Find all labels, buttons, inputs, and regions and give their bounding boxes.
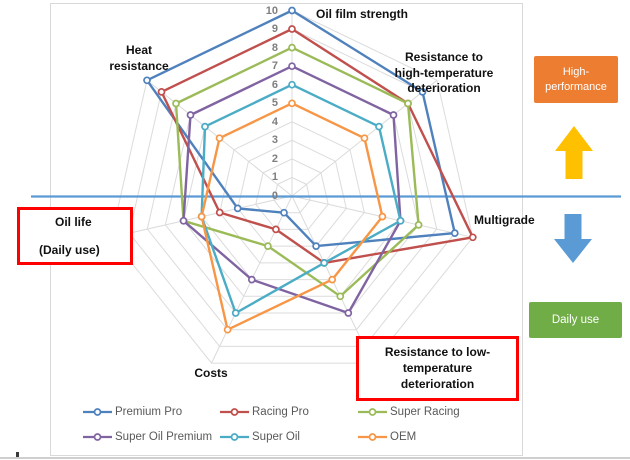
legend-label: Super Oil: [252, 431, 300, 443]
grid-ring: [237, 139, 347, 247]
legend-label: Premium Pro: [115, 406, 183, 418]
series-premium-pro: [145, 9, 456, 248]
series-super-racing: [174, 46, 420, 298]
data-point-oem: [378, 212, 387, 221]
data-point-super-oil: [231, 309, 240, 317]
chart-legend: Premium Pro Racing Pro Super Racing Super O…: [83, 402, 523, 454]
data-point-super-oil-premium: [389, 111, 398, 119]
data-point-racing-pro: [272, 225, 280, 234]
data-point-premium-pro: [280, 208, 288, 217]
data-point-super-oil-premium: [344, 309, 353, 317]
data-point-super-oil: [288, 80, 296, 89]
series-racing-pro: [160, 27, 474, 265]
data-point-super-racing: [288, 43, 296, 52]
axis-label-heat-resistance: Heat resistance: [109, 43, 169, 73]
series-super-oil: [200, 83, 402, 315]
data-point-oem: [360, 134, 369, 143]
callout-oil-life-subtitle: (Daily use): [39, 243, 100, 257]
data-point-premium-pro: [288, 6, 296, 15]
legend-item-oem: OEM: [358, 427, 416, 447]
legend-label: OEM: [390, 431, 417, 443]
axis-label-oil-film-strength: Oil film strength: [316, 7, 409, 21]
legend-item-super-oil: Super Oil: [220, 427, 300, 447]
data-point-super-racing: [404, 99, 412, 108]
tick-label-3: 3: [271, 134, 278, 147]
data-point-racing-pro: [157, 88, 166, 96]
data-point-super-oil-premium: [179, 216, 188, 225]
tick-label-9: 9: [271, 23, 278, 36]
tick-label-2: 2: [271, 152, 278, 165]
axis-label-costs: Costs: [194, 366, 228, 380]
data-point-oem: [223, 325, 232, 334]
tick-label-0: 0: [271, 190, 278, 202]
grid-ring: [273, 176, 311, 214]
callout-oil-life: Oil life (Daily use): [17, 207, 133, 265]
screenshot-bottom-edge: [0, 457, 630, 459]
data-point-super-oil: [201, 122, 209, 131]
tick-label-10: 10: [265, 4, 278, 17]
high-performance-badge: High- performance: [534, 56, 618, 103]
data-point-racing-pro: [215, 208, 224, 217]
callout-oil-life-title: Oil life: [55, 215, 92, 229]
data-point-premium-pro: [233, 204, 242, 213]
legend-label: Super Racing: [390, 406, 460, 418]
data-point-racing-pro: [468, 233, 477, 242]
legend-label: Super Oil Premium: [115, 431, 213, 443]
data-point-super-oil-premium: [247, 275, 256, 284]
tick-label-6: 6: [271, 78, 278, 91]
legend-marker-icon: [83, 433, 112, 441]
legend-marker-icon: [358, 433, 387, 441]
legend-marker-icon: [220, 433, 249, 441]
legend-item-super-oil-premium: Super Oil Premium: [83, 427, 212, 447]
legend-item-super-racing: Super Racing: [358, 402, 460, 422]
data-point-super-racing: [336, 292, 345, 301]
data-point-oem: [197, 212, 206, 221]
data-point-oem: [215, 134, 224, 143]
legend-item-premium-pro: Premium Pro: [83, 402, 182, 422]
axis-label-high-temp-deterioration: Resistance to high-temperature deteriora…: [394, 50, 494, 95]
callout-low-temp-deterioration: Resistance to low- temperature deteriora…: [356, 336, 519, 401]
axis-label-multigrade: Multigrade: [474, 213, 535, 227]
tick-label-7: 7: [271, 60, 278, 73]
data-point-racing-pro: [288, 25, 296, 33]
grid-ring: [255, 158, 329, 230]
tick-label-4: 4: [271, 115, 278, 128]
legend-marker-icon: [220, 408, 249, 416]
tick-label-5: 5: [271, 97, 278, 110]
data-point-oem: [328, 275, 337, 284]
legend-marker-icon: [83, 408, 112, 416]
arrow-down-icon: [554, 214, 592, 263]
data-point-super-racing: [264, 242, 272, 250]
data-point-premium-pro: [312, 242, 320, 250]
data-point-super-oil-premium: [186, 111, 195, 119]
data-point-super-oil: [396, 216, 405, 225]
arrow-up-icon: [555, 126, 593, 179]
grid-ring: [110, 9, 474, 364]
legend-item-racing-pro: Racing Pro: [220, 402, 309, 422]
data-point-super-racing: [172, 99, 180, 108]
data-point-premium-pro: [450, 229, 459, 237]
grid-ring: [146, 47, 438, 331]
data-point-super-racing: [414, 221, 423, 229]
legend-label: Racing Pro: [252, 406, 309, 418]
stray-mark: [16, 452, 19, 459]
daily-use-badge: Daily use: [529, 302, 622, 338]
data-point-premium-pro: [418, 88, 427, 96]
data-point-super-oil: [375, 122, 383, 131]
tick-label-1: 1: [271, 171, 278, 184]
legend-marker-icon: [358, 408, 387, 416]
data-point-oem: [288, 99, 296, 108]
data-point-premium-pro: [143, 76, 151, 85]
data-point-super-oil: [320, 259, 329, 267]
data-point-super-oil-premium: [288, 62, 296, 71]
series-oem: [200, 102, 384, 331]
grid-ring: [164, 65, 420, 314]
tick-label-8: 8: [271, 41, 278, 54]
